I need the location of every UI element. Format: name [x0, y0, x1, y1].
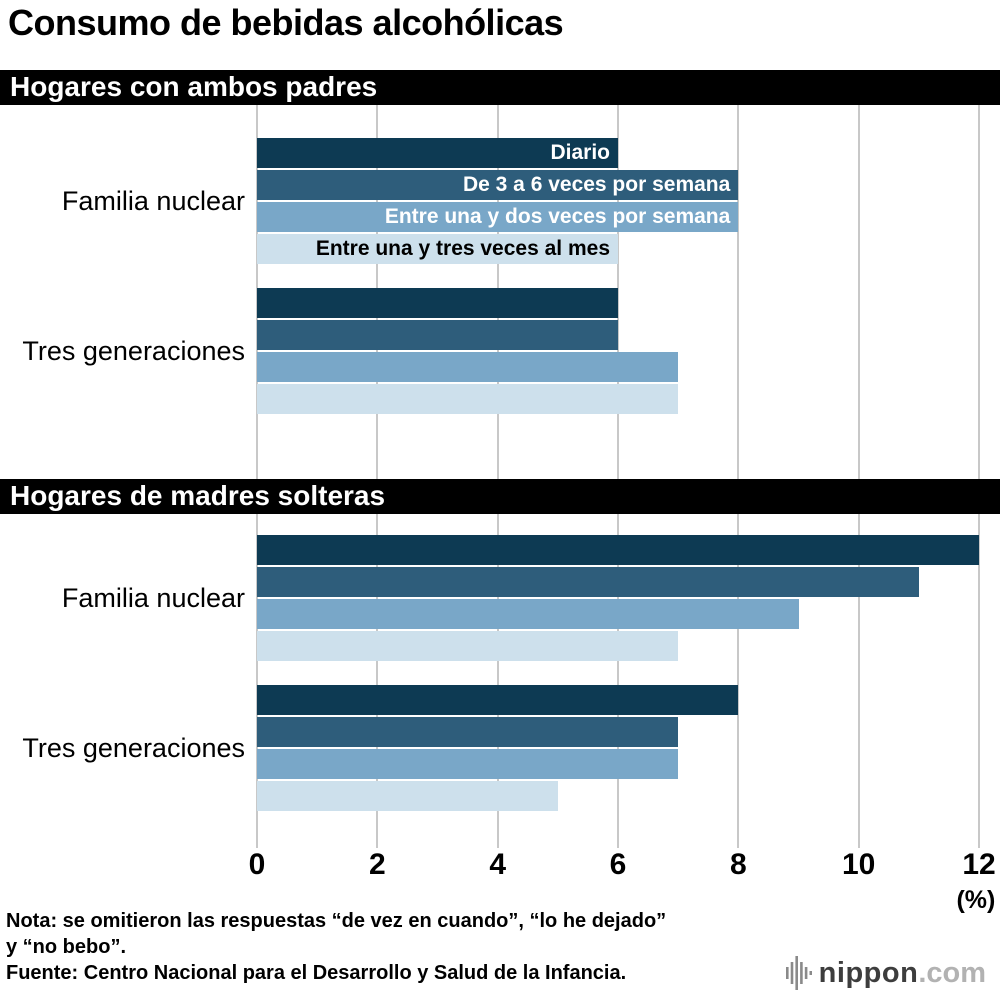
gridline: [857, 514, 860, 848]
bar-entre-una-y-tres-veces-al-mes: [257, 781, 558, 811]
x-tick-label: 12: [962, 848, 996, 881]
bar-entre-una-y-dos-veces-por-semana: [257, 749, 679, 779]
x-tick-label: 6: [609, 848, 627, 881]
bar-series-label: Entre una y tres veces al mes: [315, 237, 610, 260]
section-header: Hogares de madres solteras: [0, 479, 1000, 514]
gridline: [737, 514, 740, 848]
x-tick-label: 8: [729, 848, 747, 881]
source-line: Fuente: Centro Nacional para el Desarrol…: [6, 962, 627, 984]
note-line-1: Nota: se omitieron las respuestas “de ve…: [6, 910, 667, 932]
bar-series-label: Diario: [550, 141, 610, 164]
gridline: [256, 514, 258, 848]
x-axis-unit-label: (%): [956, 886, 996, 914]
gridline: [617, 105, 619, 479]
logo-brand-text: nippon: [818, 956, 919, 989]
logo-tld-text: .com: [918, 956, 986, 989]
gridline: [617, 514, 619, 848]
bar-entre-una-y-tres-veces-al-mes: Entre una y tres veces al mes: [257, 234, 618, 264]
bar-series-label: De 3 a 6 veces por semana: [462, 173, 731, 196]
bar-group: [257, 535, 979, 661]
bar-entre-una-y-dos-veces-por-semana: Entre una y dos veces por semana: [257, 202, 739, 232]
x-axis: 0 2 4 6 8 10 12 (%): [249, 848, 996, 923]
bar-entre-una-y-dos-veces-por-semana: [257, 599, 799, 629]
nippon-logo: nippon .com: [785, 956, 986, 990]
plot-area-1: Familia nuclear Diario De 3 a 6 veces por …: [0, 105, 1000, 479]
bar-series-label: Entre una y dos veces por semana: [384, 205, 731, 228]
bar-entre-una-y-tres-veces-al-mes: [257, 384, 679, 414]
bar-group: Diario De 3 a 6 veces por semana Entre una…: [257, 138, 979, 264]
section-hogares-ambos-padres: Hogares con ambos padres Familia nuclear…: [0, 70, 1000, 479]
bar-de-3-a-6-veces-por-semana: [257, 320, 618, 350]
gridline: [978, 105, 980, 479]
x-tick-label: 10: [841, 848, 876, 881]
gridline: [857, 105, 860, 479]
x-tick-label: 2: [368, 848, 386, 881]
soundwave-icon: [785, 956, 812, 990]
bar-diario: [257, 685, 739, 715]
category-label: Familia nuclear: [61, 582, 245, 613]
x-tick-label: 4: [489, 848, 506, 881]
category-label: Tres generaciones: [22, 335, 245, 366]
bar-group: [257, 288, 979, 414]
category-label: Familia nuclear: [61, 185, 245, 216]
gridline: [376, 514, 379, 848]
category-label: Tres generaciones: [22, 732, 245, 763]
gridline: [978, 514, 980, 848]
bar-de-3-a-6-veces-por-semana: [257, 717, 679, 747]
bar-diario: Diario: [257, 138, 618, 168]
bar-de-3-a-6-veces-por-semana: [257, 567, 919, 597]
bar-entre-una-y-tres-veces-al-mes: [257, 631, 679, 661]
section-header: Hogares con ambos padres: [0, 70, 1000, 105]
gridline: [496, 514, 499, 848]
x-tick-label: 0: [248, 848, 266, 881]
note-line-2: y “no bebo”.: [6, 936, 126, 958]
page-title: Consumo de bebidas alcohólicas: [8, 2, 564, 43]
bar-de-3-a-6-veces-por-semana: De 3 a 6 veces por semana: [257, 170, 739, 200]
bar-diario: [257, 535, 979, 565]
plot-area-2: Familia nuclear Tres generaciones: [0, 514, 1000, 848]
gridline: [737, 105, 740, 479]
section-hogares-madres-solteras: Hogares de madres solteras Familia nucle…: [0, 479, 1000, 848]
bar-group: [257, 685, 979, 811]
footnotes: Nota: se omitieron las respuestas “de ve…: [6, 908, 666, 986]
bar-diario: [257, 288, 618, 318]
gridline-layer: [256, 514, 980, 848]
bar-entre-una-y-dos-veces-por-semana: [257, 352, 679, 382]
